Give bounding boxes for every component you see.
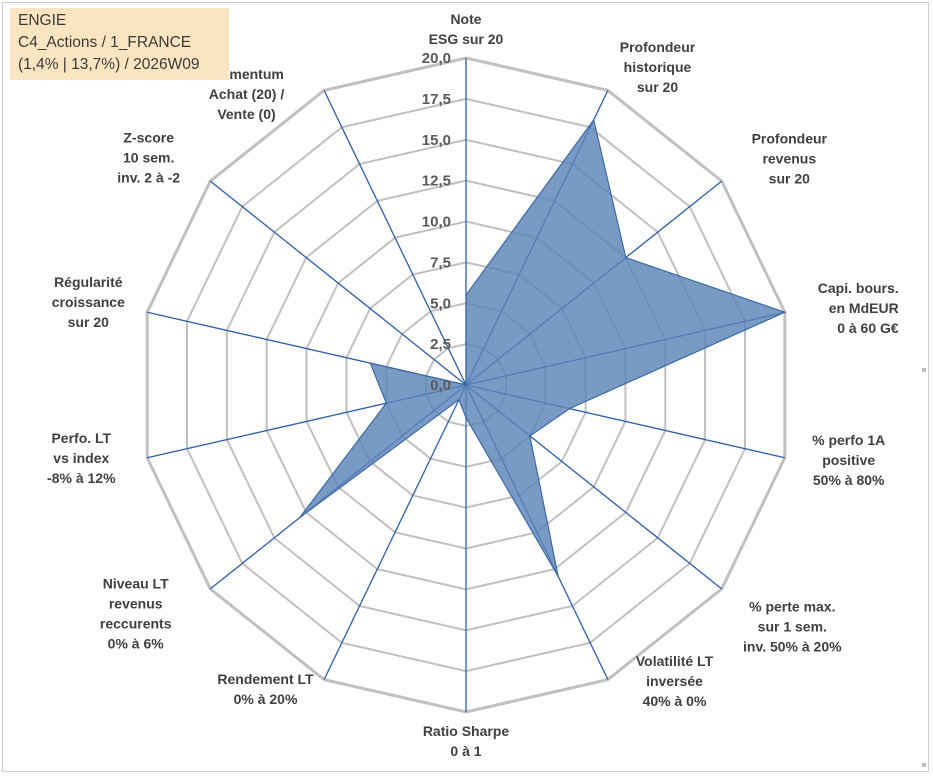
resize-handle-corner[interactable] (922, 763, 926, 767)
category-label: ESG sur 20 (429, 31, 504, 47)
category-label: Note (450, 11, 481, 27)
category-label: 40% à 0% (643, 693, 707, 709)
data-point (465, 294, 467, 296)
category-label: Rendement LT (217, 671, 314, 687)
header-box: ENGIE C4_Actions / 1_FRANCE (1,4% | 13,7… (10, 8, 229, 80)
category-label: Profondeur (620, 39, 696, 55)
category-label: positive (822, 452, 875, 468)
category-label: inv. 2 à -2 (117, 169, 180, 185)
tick-label: 7,5 (430, 254, 451, 271)
category-label: Z-score (123, 129, 174, 145)
category-label: Achat (20) / (209, 86, 285, 102)
tick-label: 5,0 (430, 295, 451, 312)
category-label: sur 20 (68, 314, 109, 330)
data-point (465, 384, 467, 386)
category-label: Niveau LT (103, 576, 169, 592)
data-point (299, 516, 301, 519)
category-label: croissance (52, 294, 125, 310)
tick-labels: 0,0 2,5 5,0 7,5 10,0 12,5 15,0 17,5 20,0 (422, 50, 451, 394)
category-label: Profondeur (752, 130, 828, 146)
category-label: Capi. bours. (818, 280, 899, 296)
axis-spoke (323, 90, 467, 386)
tick-label: 15,0 (422, 132, 451, 149)
category-label: sur 20 (637, 79, 678, 95)
category-label: Perfo. LT (51, 430, 111, 446)
resize-handle-right[interactable] (922, 368, 926, 372)
category-label: % perte max. (749, 599, 835, 615)
category-label: Régularité (54, 274, 123, 290)
data-point (369, 362, 372, 365)
data-point (784, 311, 786, 314)
axis-spoke (323, 384, 467, 680)
category-label: Vente (0) (217, 106, 275, 122)
data-point (385, 402, 388, 405)
data-point (568, 407, 571, 410)
category-label: en MdEUR (829, 300, 899, 316)
header-company: ENGIE (18, 12, 67, 29)
category-label: 50% à 80% (813, 472, 885, 488)
tick-label: 2,5 (430, 336, 451, 353)
category-label: reccurents (100, 616, 172, 632)
category-label: sur 20 (769, 170, 810, 186)
category-label: sur 1 sem. (758, 619, 827, 635)
category-label: 0 à 1 (450, 743, 481, 759)
category-label: historique (624, 59, 692, 75)
data-point (458, 398, 460, 401)
axis-spoke (209, 180, 467, 386)
tick-label: 17,5 (422, 91, 451, 108)
category-label: Volatilité LT (636, 653, 714, 669)
category-label: 0 à 60 G€ (837, 320, 899, 336)
data-point (592, 119, 595, 121)
category-label: inversée (646, 673, 703, 689)
category-labels: Note ESG sur 20 Profondeur historique sur 20… (47, 11, 899, 759)
category-label: revenus (109, 596, 163, 612)
data-point (529, 435, 531, 437)
category-label: inv. 50% à 20% (743, 639, 842, 655)
category-label: 10 sem. (123, 149, 174, 165)
tick-label: 0,0 (430, 377, 451, 394)
category-label: 0% à 20% (234, 691, 298, 707)
tick-label: 10,0 (422, 214, 451, 231)
category-label: vs index (53, 450, 109, 466)
data-point (557, 575, 559, 578)
category-label: % perfo 1A (812, 432, 885, 448)
tick-label: 20,0 (422, 50, 451, 67)
category-label: revenus (762, 150, 816, 166)
category-label: Ratio Sharpe (423, 723, 510, 739)
series-polygon (299, 118, 787, 577)
category-label: 0% à 6% (108, 636, 165, 652)
tick-label: 12,5 (422, 173, 451, 190)
header-universe: C4_Actions / 1_FRANCE (18, 34, 192, 51)
header-stats: (1,4% | 13,7%) / 2026W09 (18, 56, 200, 73)
series-area (299, 118, 787, 578)
category-label: -8% à 12% (47, 470, 116, 486)
data-point (625, 256, 627, 259)
data-point (465, 416, 467, 419)
